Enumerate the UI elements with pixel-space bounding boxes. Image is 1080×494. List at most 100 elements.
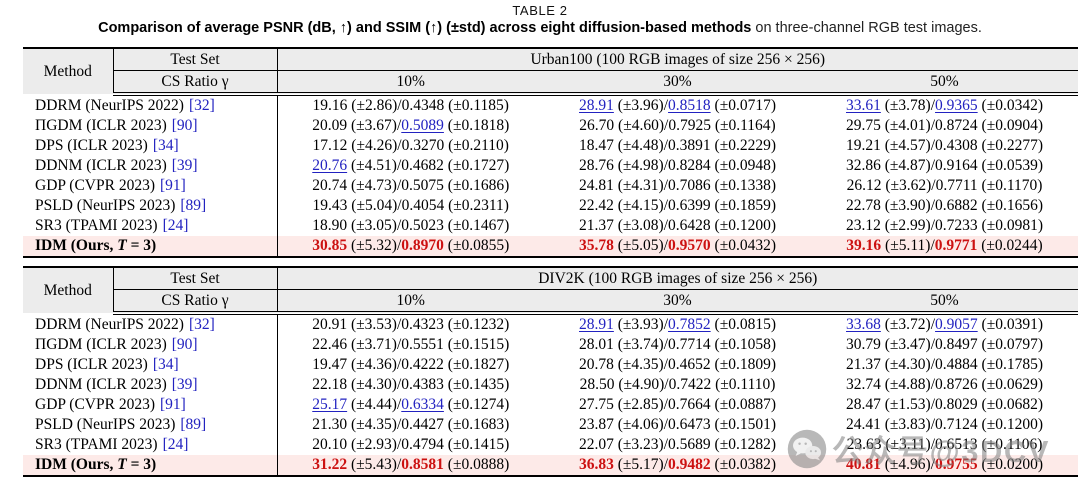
method-cell: PSLD (NeurIPS 2023) [89] xyxy=(23,196,278,216)
metric-cell: 32.74 (±4.88)/0.8726 (±0.0629) xyxy=(846,376,1044,393)
results-table-urban100: Method Test Set Urban100 (100 RGB images… xyxy=(23,47,1079,258)
metric-cell: 19.21 (±4.57)/0.4308 (±0.2277) xyxy=(846,137,1043,154)
metric-cell: 21.37 (±3.08)/0.6428 (±0.1200) xyxy=(579,217,776,234)
test-set-header: Test Set xyxy=(113,267,278,290)
metric-cell: 21.37 (±4.30)/0.4884 (±0.1785) xyxy=(846,356,1044,373)
metric-cell: 33.68 (±3.72)/0.9057 (±0.0391) xyxy=(846,316,1044,333)
metric-cell: 23.12 (±2.99)/0.7233 (±0.0981) xyxy=(846,217,1043,234)
method-header: Method xyxy=(23,267,114,313)
metric-cell: 22.42 (±4.15)/0.6399 (±0.1859) xyxy=(579,197,776,214)
metric-cell: 24.81 (±4.31)/0.7086 (±0.1338) xyxy=(579,177,776,194)
ratio-col-50: 50% xyxy=(811,70,1079,96)
metric-cell: 20.74 (±4.73)/0.5075 (±0.1686) xyxy=(312,177,510,194)
results-table-div2k: Method Test Set DIV2K (100 RGB images of… xyxy=(23,266,1079,477)
metric-cell: 22.46 (±3.71)/0.5551 (±0.1515) xyxy=(312,336,510,353)
table-row: PSLD (NeurIPS 2023) [89] 21.30 (±4.35)/0.4… xyxy=(23,415,1078,435)
metric-cell: 26.12 (±3.62)/0.7711 (±0.1170) xyxy=(846,177,1043,194)
citation-link[interactable]: [91] xyxy=(160,177,186,194)
method-cell: DPS (ICLR 2023) [34] xyxy=(23,355,278,375)
table-row: SR3 (TPAMI 2023) [24] 20.10 (±2.93)/0.4794… xyxy=(23,435,1078,455)
table-row: DDNM (ICLR 2023) [39] 20.76 (±4.51)/0.4682… xyxy=(23,156,1078,176)
method-cell: IDM (Ours, T = 3) xyxy=(23,455,278,476)
metric-cell: 39.16 (±5.11)/0.9771 (±0.0244) xyxy=(846,237,1043,254)
table-row: GDP (CVPR 2023) [91] 20.74 (±4.73)/0.5075 … xyxy=(23,176,1078,196)
metric-cell: 32.86 (±4.87)/0.9164 (±0.0539) xyxy=(846,157,1043,174)
table-row: GDP (CVPR 2023) [91] 25.17 (±4.44)/0.6334 … xyxy=(23,395,1078,415)
table-row: PSLD (NeurIPS 2023) [89] 19.43 (±5.04)/0.4… xyxy=(23,196,1078,216)
table-row: IDM (Ours, T = 3) 30.85 (±5.32)/0.8970 (±… xyxy=(23,236,1079,257)
metric-cell: 20.09 (±3.67)/0.5089 (±0.1818) xyxy=(312,117,510,134)
method-cell: ΠGDM (ICLR 2023) [90] xyxy=(23,116,278,136)
dataset-header-urban100: Urban100 (100 RGB images of size 256 × 2… xyxy=(277,48,1079,71)
metric-cell: 19.47 (±4.36)/0.4222 (±0.1827) xyxy=(312,356,510,373)
metric-cell: 19.16 (±2.86)/0.4348 (±0.1185) xyxy=(312,97,509,114)
metric-cell: 33.61 (±3.78)/0.9365 (±0.0342) xyxy=(846,97,1043,114)
table-row: ΠGDM (ICLR 2023) [90] 22.46 (±3.71)/0.5551… xyxy=(23,335,1078,355)
table-caption: Comparison of average PSNR (dB, ↑) and S… xyxy=(0,20,1080,36)
citation-link[interactable]: [39] xyxy=(171,157,198,174)
method-cell: DDNM (ICLR 2023) [39] xyxy=(23,375,278,395)
citation-link[interactable]: [89] xyxy=(180,416,207,433)
ratio-col-10: 10% xyxy=(277,289,544,315)
citation-link[interactable]: [34] xyxy=(152,356,179,373)
metric-cell: 28.47 (±1.53)/0.8029 (±0.0682) xyxy=(846,396,1044,413)
metric-cell: 30.79 (±3.47)/0.8497 (±0.0797) xyxy=(846,336,1044,353)
method-header: Method xyxy=(23,48,114,94)
method-cell: ΠGDM (ICLR 2023) [90] xyxy=(23,335,278,355)
metric-cell: 28.91 (±3.96)/0.8518 (±0.0717) xyxy=(579,97,776,114)
table-row: DDNM (ICLR 2023) [39] 22.18 (±4.30)/0.4383… xyxy=(23,375,1078,395)
citation-link[interactable]: [91] xyxy=(160,396,186,413)
metric-cell: 18.47 (±4.48)/0.3891 (±0.2229) xyxy=(579,137,776,154)
metric-cell: 18.90 (±3.05)/0.5023 (±0.1467) xyxy=(312,217,510,234)
metric-cell: 26.70 (±4.60)/0.7925 (±0.1164) xyxy=(579,117,776,134)
metric-cell: 20.91 (±3.53)/0.4323 (±0.1232) xyxy=(312,316,510,333)
metric-cell: 20.10 (±2.93)/0.4794 (±0.1415) xyxy=(312,436,510,453)
citation-link[interactable]: [24] xyxy=(162,436,189,453)
citation-link[interactable]: [90] xyxy=(171,336,198,353)
metric-cell: 22.18 (±4.30)/0.4383 (±0.1435) xyxy=(312,376,510,393)
metric-cell: 24.41 (±3.83)/0.7124 (±0.1200) xyxy=(846,416,1044,433)
metric-cell: 28.91 (±3.93)/0.7852 (±0.0815) xyxy=(579,316,776,333)
test-set-header: Test Set xyxy=(113,48,278,71)
citation-link[interactable]: [32] xyxy=(188,97,215,114)
method-cell: DDRM (NeurIPS 2022) [32] xyxy=(23,94,278,116)
citation-link[interactable]: [90] xyxy=(171,117,198,134)
metric-cell: 21.30 (±4.35)/0.4427 (±0.1683) xyxy=(312,416,510,433)
citation-link[interactable]: [39] xyxy=(171,376,198,393)
table-row: DPS (ICLR 2023) [34] 17.12 (±4.26)/0.3270 … xyxy=(23,136,1078,156)
citation-link[interactable]: [32] xyxy=(188,316,215,333)
table-number: TABLE 2 xyxy=(512,3,568,18)
metric-cell: 28.76 (±4.98)/0.8284 (±0.0948) xyxy=(579,157,776,174)
table-row: IDM (Ours, T = 3) 31.22 (±5.43)/0.8581 (±… xyxy=(23,455,1079,476)
metric-cell: 23.87 (±4.06)/0.6473 (±0.1501) xyxy=(579,416,776,433)
cs-ratio-header: CS Ratio γ xyxy=(113,289,278,315)
table-row: SR3 (TPAMI 2023) [24] 18.90 (±3.05)/0.5023… xyxy=(23,216,1078,236)
metric-cell: 35.78 (±5.05)/0.9570 (±0.0432) xyxy=(579,237,776,254)
metric-cell: 30.85 (±5.32)/0.8970 (±0.0855) xyxy=(312,237,510,254)
ratio-col-30: 30% xyxy=(544,289,811,315)
method-cell: PSLD (NeurIPS 2023) [89] xyxy=(23,415,278,435)
table-row: DPS (ICLR 2023) [34] 19.47 (±4.36)/0.4222 … xyxy=(23,355,1078,375)
ratio-col-10: 10% xyxy=(277,70,544,96)
caption-bold-text: Comparison of average PSNR (dB, ↑) and S… xyxy=(98,20,752,36)
citation-link[interactable]: [24] xyxy=(162,217,189,234)
metric-cell: 36.83 (±5.17)/0.9482 (±0.0382) xyxy=(579,456,776,473)
metric-cell: 40.81 (±4.96)/0.9755 (±0.0200) xyxy=(846,456,1044,473)
metric-cell: 25.17 (±4.44)/0.6334 (±0.1274) xyxy=(312,396,510,413)
caption-normal-text: on three-channel RGB test images. xyxy=(751,20,982,36)
citation-link[interactable]: [34] xyxy=(152,137,179,154)
ratio-col-30: 30% xyxy=(544,70,811,96)
table-row: ΠGDM (ICLR 2023) [90] 20.09 (±3.67)/0.5089… xyxy=(23,116,1078,136)
citation-link[interactable]: [89] xyxy=(180,197,207,214)
method-cell: GDP (CVPR 2023) [91] xyxy=(23,176,278,196)
metric-cell: 28.01 (±3.74)/0.7714 (±0.1058) xyxy=(579,336,776,353)
metric-cell: 22.78 (±3.90)/0.6882 (±0.1656) xyxy=(846,197,1043,214)
method-cell: GDP (CVPR 2023) [91] xyxy=(23,395,278,415)
table-row: DDRM (NeurIPS 2022) [32] 20.91 (±3.53)/0.4… xyxy=(23,313,1078,335)
metric-cell: 27.75 (±2.85)/0.7664 (±0.0887) xyxy=(579,396,776,413)
method-cell: SR3 (TPAMI 2023) [24] xyxy=(23,435,278,455)
method-cell: DDRM (NeurIPS 2022) [32] xyxy=(23,313,278,335)
metric-cell: 20.76 (±4.51)/0.4682 (±0.1727) xyxy=(312,157,510,174)
metric-cell: 19.43 (±5.04)/0.4054 (±0.2311) xyxy=(312,197,509,214)
